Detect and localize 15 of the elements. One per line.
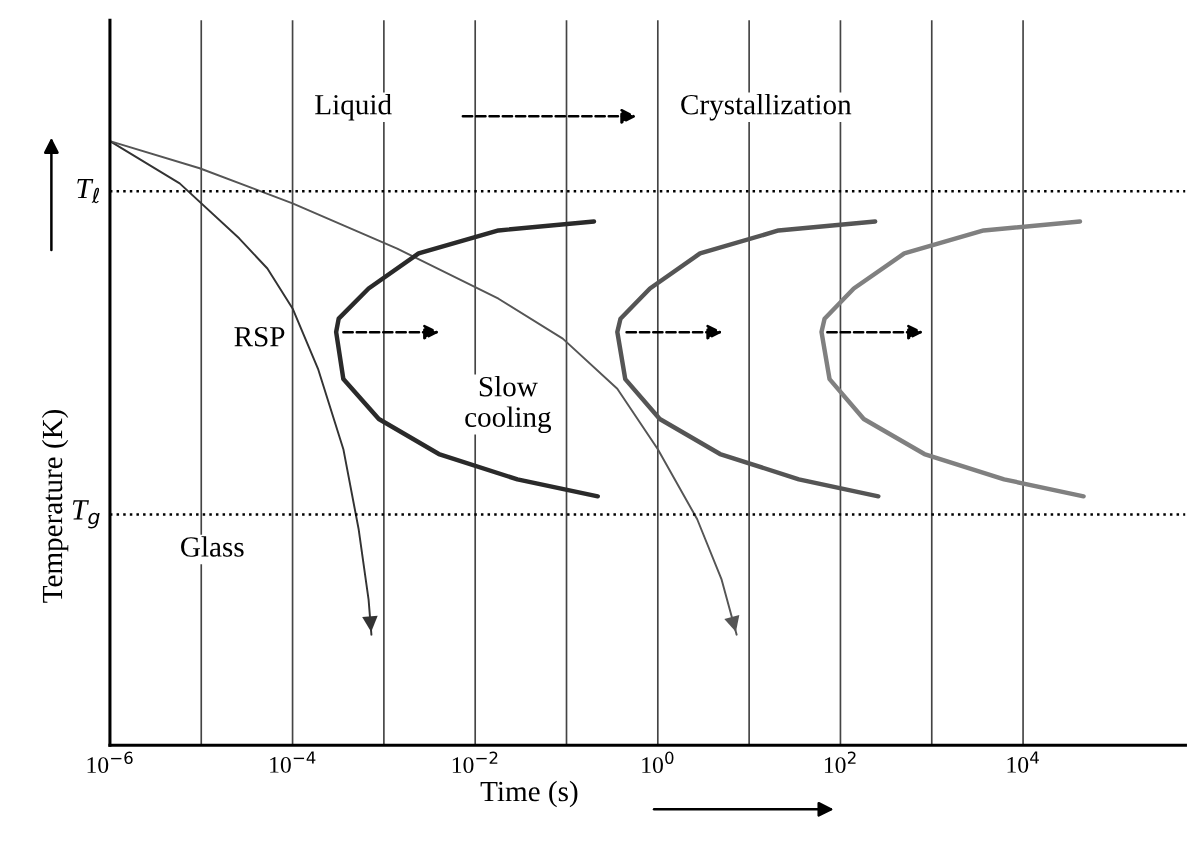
ref-line-label: T$_{ℓ}$	[77, 178, 100, 204]
x-axis-title: Time (s)	[480, 780, 578, 808]
text: Liquid	[315, 94, 392, 121]
x-tick-label: 10$^{−6}$	[87, 751, 133, 774]
x-tick-label: 10$^{0}$	[642, 751, 674, 774]
x-tick-label: 10$^{−4}$	[270, 751, 316, 773]
text: Crystallization	[681, 93, 852, 121]
y-axis-title: Temperature (K)	[41, 409, 69, 603]
annotation: Glass	[181, 536, 244, 557]
annotation: RSP	[234, 326, 285, 347]
ref-line-label: T$_{g}$	[72, 500, 100, 529]
x-tick-label: 10$^{4}$	[1007, 751, 1039, 773]
x-tick-label: 10$^{2}$	[824, 751, 856, 774]
annotation: Slow cooling	[465, 375, 552, 433]
x-tick-label: 10$^{−2}$	[452, 751, 498, 774]
